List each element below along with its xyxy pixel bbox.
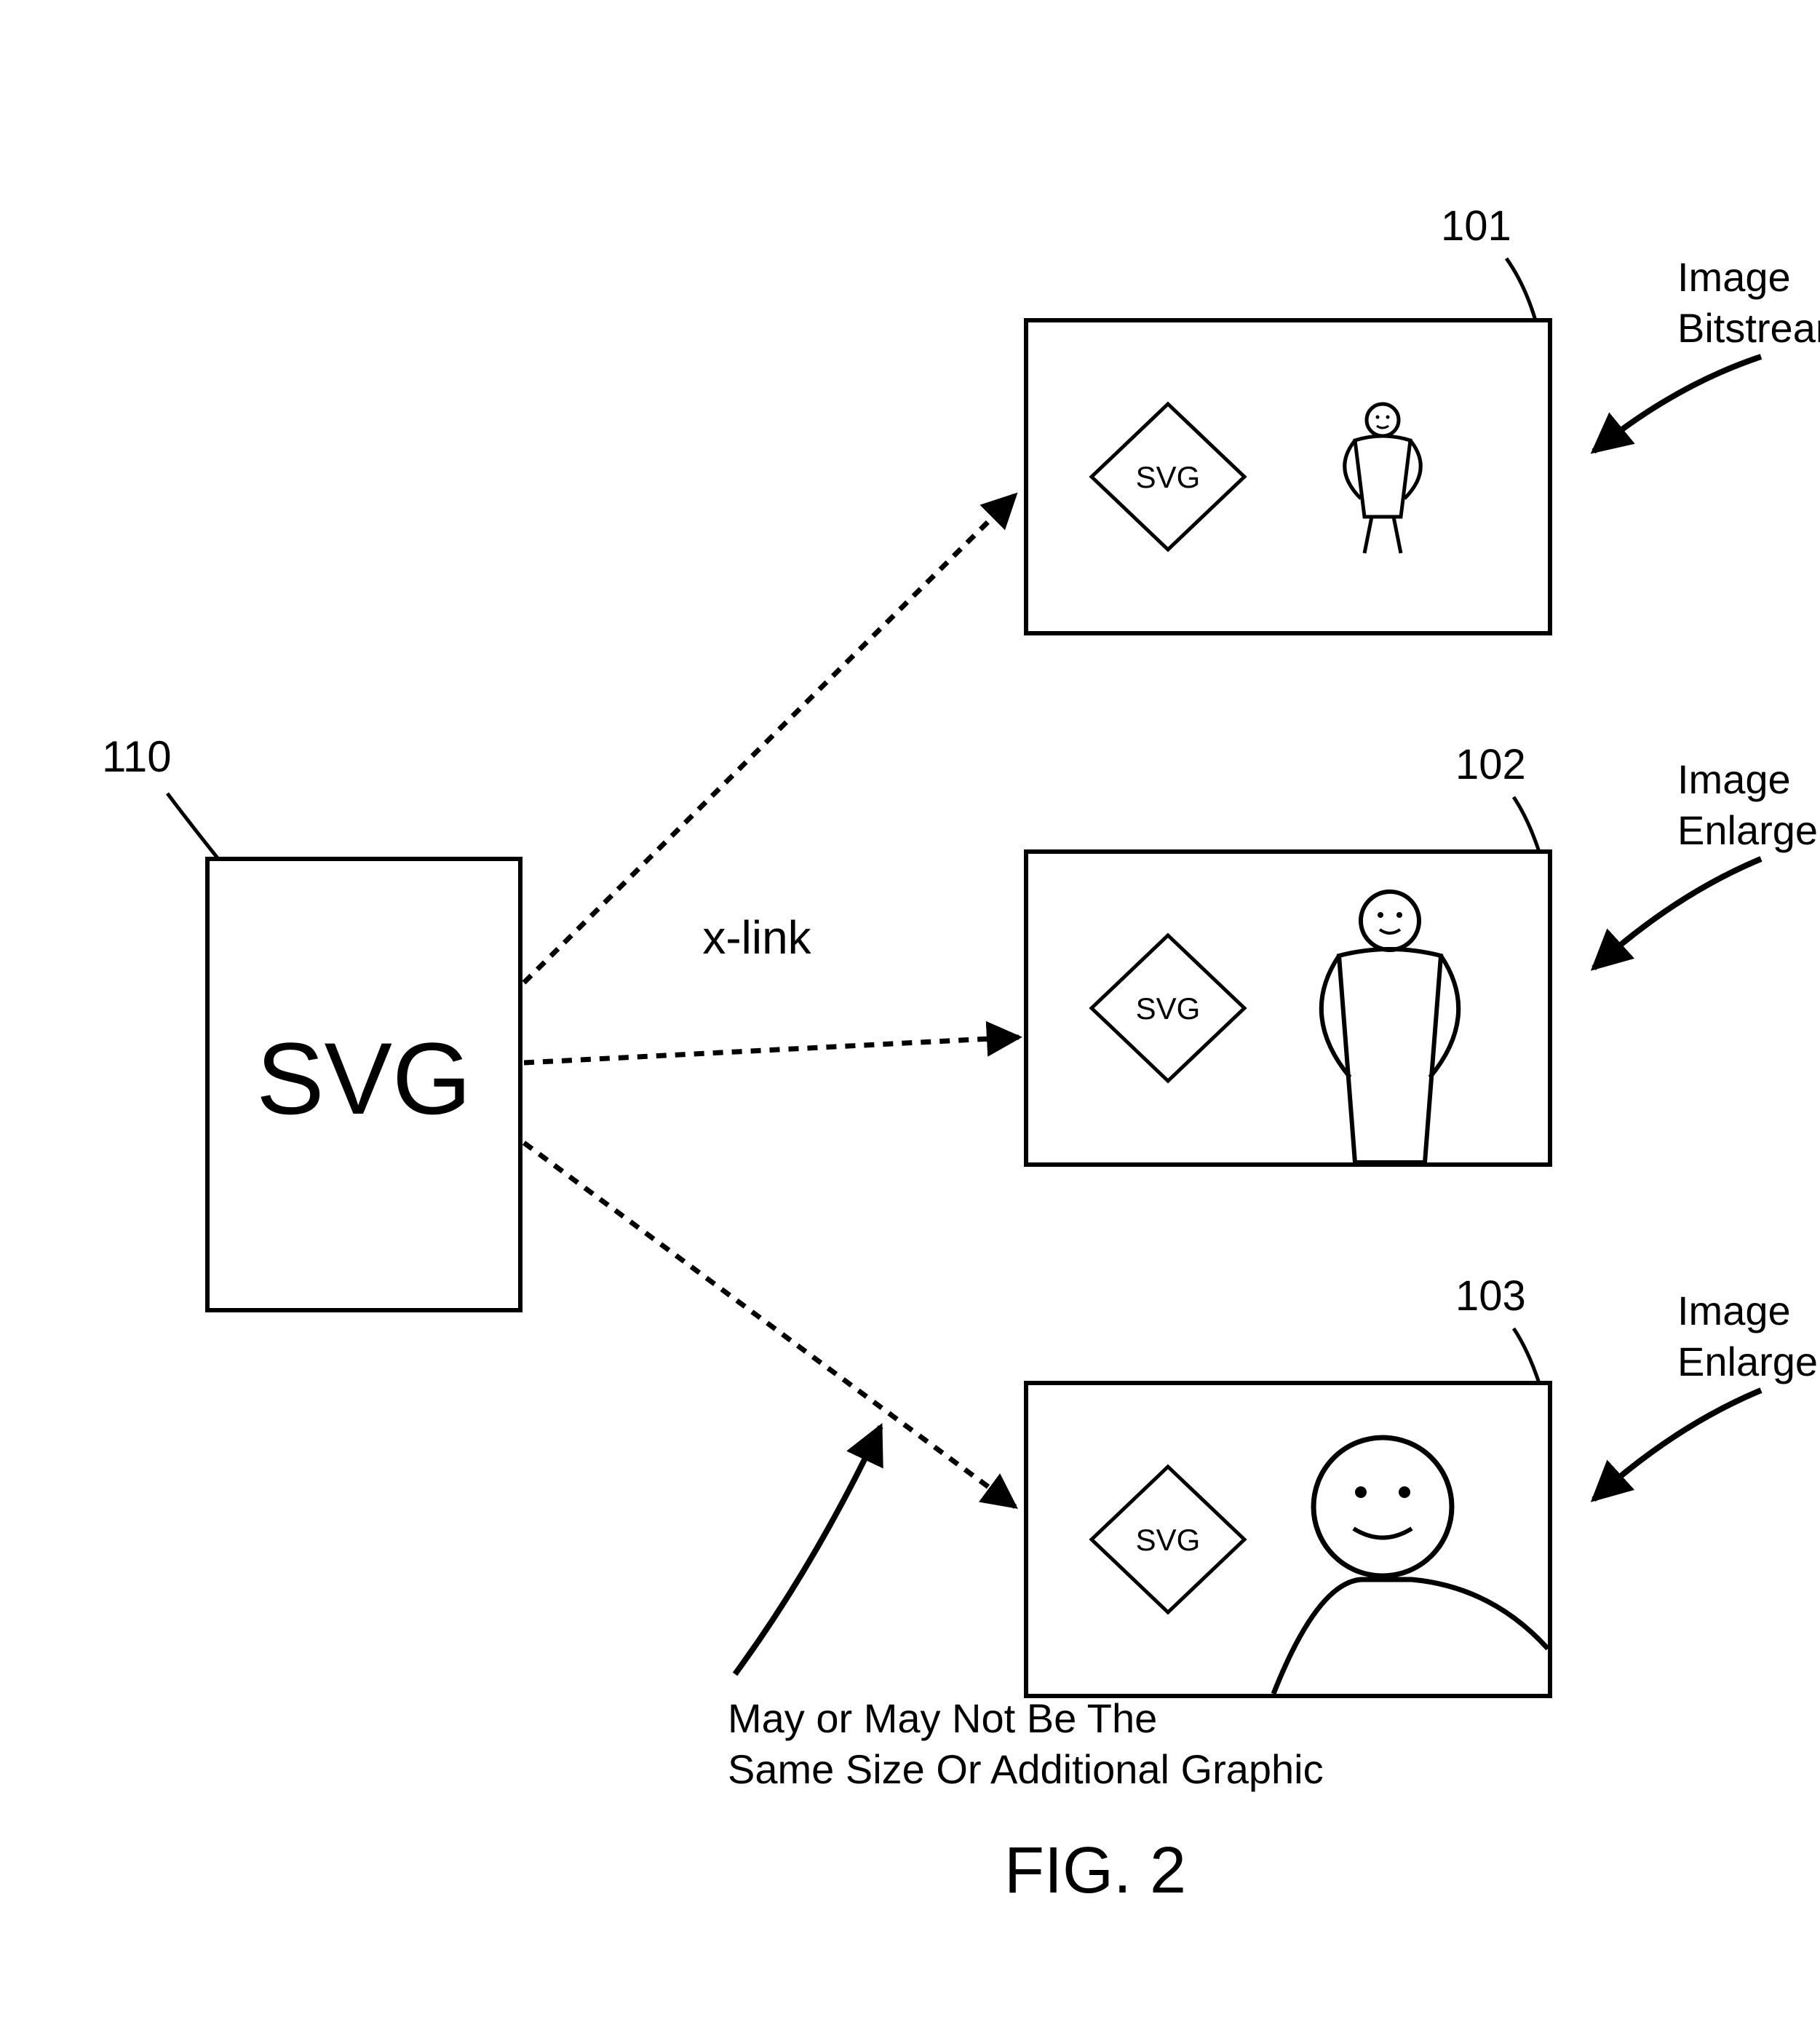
svg-text:Same Size Or Additional Graphi: Same Size Or Additional Graphic xyxy=(728,1746,1324,1792)
svg-text:101: 101 xyxy=(1441,202,1511,250)
svg-text:Bitstream: Bitstream xyxy=(1677,305,1820,351)
svg-text:Enlargement: Enlargement xyxy=(1677,1339,1820,1384)
svg-text:May or May Not Be The: May or May Not Be The xyxy=(728,1695,1157,1741)
svg-text:102: 102 xyxy=(1455,741,1526,788)
svg-text:SVG: SVG xyxy=(1136,991,1201,1026)
svg-text:SVG: SVG xyxy=(1136,460,1201,494)
svg-text:110: 110 xyxy=(102,732,172,781)
svg-text:Enlargement: Enlargement xyxy=(1677,807,1820,853)
svg-text:Image: Image xyxy=(1677,1288,1791,1333)
svg-text:103: 103 xyxy=(1455,1272,1526,1320)
svg-text:SVG: SVG xyxy=(256,1021,472,1136)
svg-text:Image: Image xyxy=(1677,756,1791,802)
svg-text:Image: Image xyxy=(1677,254,1791,300)
figure-svg: SVG 110 x-link May or May Not Be The Same Si… xyxy=(0,0,1820,2041)
svg-text:FIG. 2: FIG. 2 xyxy=(1004,1834,1186,1907)
svg-text:SVG: SVG xyxy=(1136,1523,1201,1557)
svg-text:x-link: x-link xyxy=(702,911,811,964)
